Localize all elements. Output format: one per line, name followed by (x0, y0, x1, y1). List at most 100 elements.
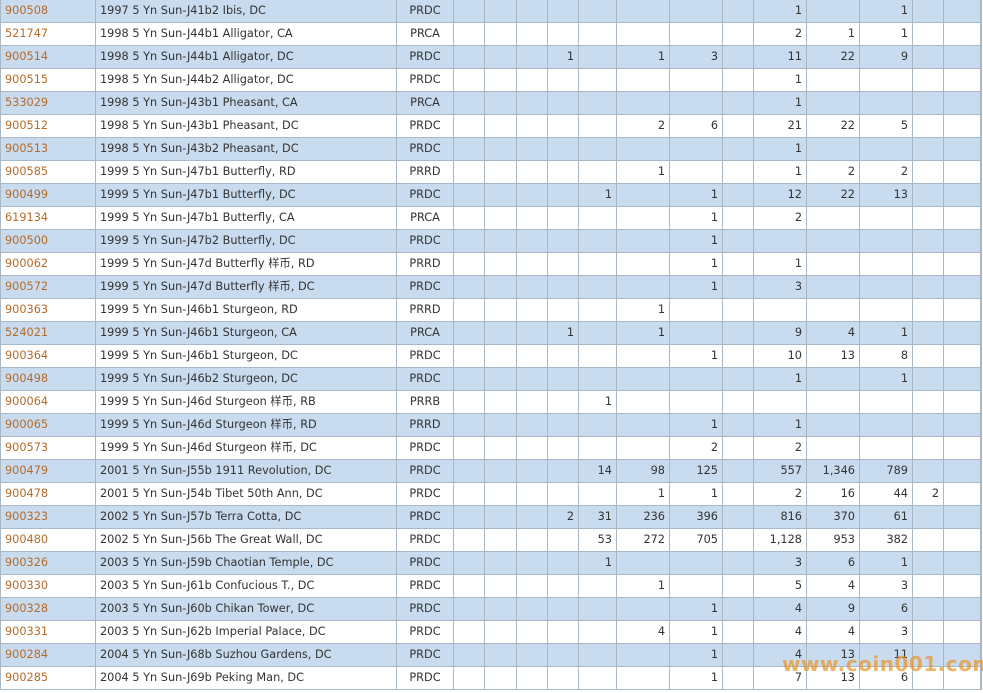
cert-id-link[interactable]: 900500 (0, 229, 96, 253)
grade-count-cell (516, 45, 548, 69)
grade-designation: PRRD (396, 413, 454, 437)
grade-count-cell: 953 (806, 528, 860, 552)
grade-count-cell (806, 0, 860, 23)
grade-count-cell (943, 22, 981, 46)
total-count-cell: 6 (980, 160, 982, 184)
grade-count-cell (484, 597, 517, 621)
cert-id-link[interactable]: 900572 (0, 275, 96, 299)
grade-count-cell (547, 597, 579, 621)
cert-id-link[interactable]: 533029 (0, 91, 96, 115)
grade-count-cell (616, 551, 670, 575)
grade-designation: PRRB (396, 390, 454, 414)
grade-count-cell: 10 (753, 344, 807, 368)
grade-count-cell (912, 114, 944, 138)
grade-count-cell (616, 436, 670, 460)
grade-count-cell (547, 643, 579, 667)
grade-count-cell (578, 574, 617, 598)
grade-count-cell (722, 505, 754, 529)
grade-designation: PRDC (396, 344, 454, 368)
cert-id-link[interactable]: 900479 (0, 459, 96, 483)
table-row: 900364 1999 5 Yn Sun-J46b1 Sturgeon, DC PR… (0, 344, 982, 368)
grade-count-cell: 1 (753, 68, 807, 92)
grade-count-cell (616, 206, 670, 230)
grade-count-cell (943, 367, 981, 391)
cert-id-link[interactable]: 900065 (0, 413, 96, 437)
grade-count-cell (806, 390, 860, 414)
cert-id-link[interactable]: 900363 (0, 298, 96, 322)
cert-id-link[interactable]: 900515 (0, 68, 96, 92)
cert-id-link[interactable]: 900585 (0, 160, 96, 184)
cert-id-link[interactable]: 900285 (0, 666, 96, 690)
cert-id-link[interactable]: 900478 (0, 482, 96, 506)
grade-count-cell (859, 252, 913, 276)
cert-id-link[interactable]: 900064 (0, 390, 96, 414)
grade-count-cell (578, 68, 617, 92)
table-row: 900328 2003 5 Yn Sun-J60b Chikan Tower, D… (0, 597, 982, 621)
grade-count-cell: 44 (859, 482, 913, 506)
cert-id-link[interactable]: 900573 (0, 436, 96, 460)
cert-id-link[interactable]: 900513 (0, 137, 96, 161)
table-row: 900326 2003 5 Yn Sun-J59b Chaotian Temple… (0, 551, 982, 575)
grade-count-cell: 1 (616, 482, 670, 506)
cert-id-link[interactable]: 900508 (0, 0, 96, 23)
grade-count-cell: 1 (753, 91, 807, 115)
cert-id-link[interactable]: 900364 (0, 344, 96, 368)
table-row: 900480 2002 5 Yn Sun-J56b The Great Wall,… (0, 528, 982, 552)
grade-count-cell (453, 574, 485, 598)
grade-count-cell (943, 183, 981, 207)
cert-id-link[interactable]: 521747 (0, 22, 96, 46)
cert-id-link[interactable]: 900328 (0, 597, 96, 621)
grade-count-cell (516, 597, 548, 621)
cert-id-link[interactable]: 900331 (0, 620, 96, 644)
grade-count-cell: 31 (578, 505, 617, 529)
grade-count-cell: 4 (753, 597, 807, 621)
grade-count-cell (859, 68, 913, 92)
grade-count-cell (912, 275, 944, 299)
grade-count-cell (943, 390, 981, 414)
grade-count-cell (484, 0, 517, 23)
grade-count-cell (616, 0, 670, 23)
table-row: 521747 1998 5 Yn Sun-J44b1 Alligator, CA P… (0, 22, 982, 46)
grade-count-cell (578, 367, 617, 391)
grade-count-cell (806, 68, 860, 92)
grade-count-cell (616, 666, 670, 690)
grade-count-cell (722, 252, 754, 276)
coin-description: 2002 5 Yn Sun-J57b Terra Cotta, DC (95, 505, 397, 529)
table-row: 900585 1999 5 Yn Sun-J47b1 Butterfly, RD P… (0, 160, 982, 184)
cert-id-link[interactable]: 900323 (0, 505, 96, 529)
grade-count-cell: 1 (669, 597, 723, 621)
grade-count-cell (669, 574, 723, 598)
grade-count-cell: 9 (806, 597, 860, 621)
grade-count-cell (484, 183, 517, 207)
grade-count-cell: 1 (616, 321, 670, 345)
grade-count-cell (753, 229, 807, 253)
grade-count-cell (912, 551, 944, 575)
grade-count-cell (578, 597, 617, 621)
cert-id-link[interactable]: 900284 (0, 643, 96, 667)
cert-id-link[interactable]: 900480 (0, 528, 96, 552)
coin-description: 1999 5 Yn Sun-J46b2 Sturgeon, DC (95, 367, 397, 391)
grade-count-cell: 3 (859, 574, 913, 598)
cert-id-link[interactable]: 524021 (0, 321, 96, 345)
grade-count-cell (722, 413, 754, 437)
grade-count-cell: 1 (753, 367, 807, 391)
cert-id-link[interactable]: 619134 (0, 206, 96, 230)
grade-count-cell (912, 321, 944, 345)
grade-count-cell (453, 298, 485, 322)
cert-id-link[interactable]: 900499 (0, 183, 96, 207)
cert-id-link[interactable]: 900512 (0, 114, 96, 138)
grade-count-cell (547, 137, 579, 161)
total-count-cell: 2 (980, 413, 982, 437)
cert-id-link[interactable]: 900326 (0, 551, 96, 575)
cert-id-link[interactable]: 900514 (0, 45, 96, 69)
grade-count-cell (484, 114, 517, 138)
cert-id-link[interactable]: 900062 (0, 252, 96, 276)
grade-count-cell (722, 551, 754, 575)
grade-count-cell (912, 413, 944, 437)
coin-description: 2001 5 Yn Sun-J55b 1911 Revolution, DC (95, 459, 397, 483)
cert-id-link[interactable]: 900330 (0, 574, 96, 598)
grade-count-cell (453, 436, 485, 460)
grade-designation: PRDC (396, 114, 454, 138)
table-row: 900064 1999 5 Yn Sun-J46d Sturgeon 样币, RB… (0, 390, 982, 414)
cert-id-link[interactable]: 900498 (0, 367, 96, 391)
